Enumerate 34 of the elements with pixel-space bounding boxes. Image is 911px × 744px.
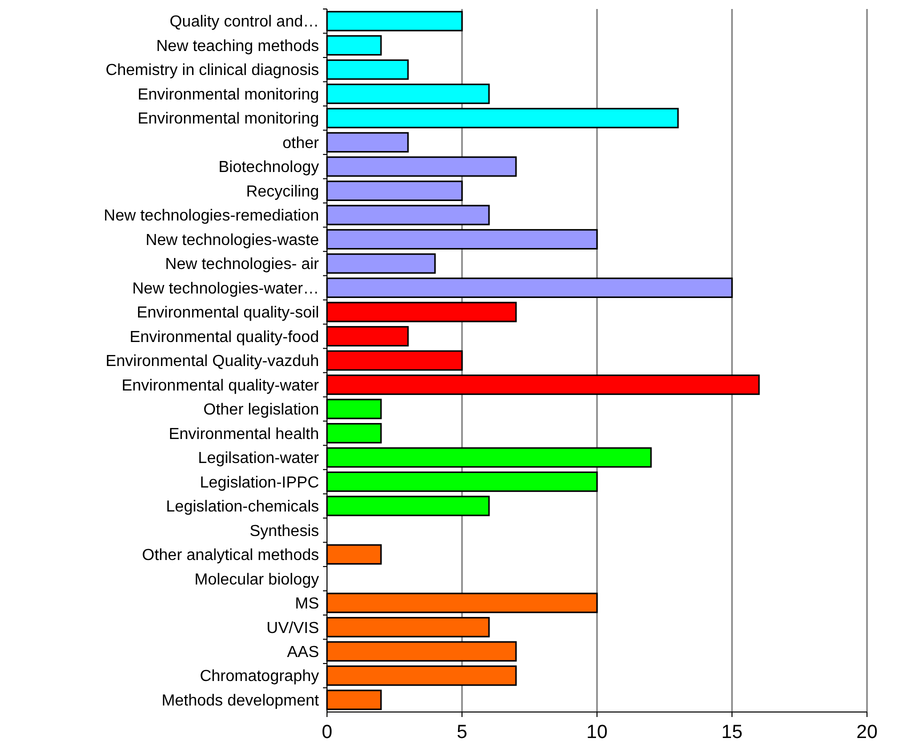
- y-tick-label: Chemistry in clinical diagnosis: [106, 62, 319, 80]
- x-tick-label: 0: [322, 722, 332, 743]
- y-tick-label: other: [282, 134, 320, 152]
- y-tick-label: New technologies-waste: [146, 232, 320, 249]
- x-tick-label: 20: [856, 722, 878, 743]
- y-tick-label: Legilsation-water: [198, 450, 320, 468]
- y-tick-label: Environmental quality-soil: [136, 304, 319, 322]
- y-tick-label: Biotechnology: [218, 159, 319, 176]
- y-tick-label: Environmental monitoring: [138, 86, 319, 104]
- y-tick-label: New teaching methods: [156, 38, 319, 55]
- y-tick-label: AAS: [286, 644, 319, 661]
- y-tick-label: New technologies-remediation: [104, 208, 319, 225]
- y-tick-label: New technologies- air: [165, 256, 320, 274]
- y-tick-label: Environmental health: [168, 426, 319, 443]
- y-tick-label: Environmental monitoring: [138, 110, 319, 128]
- x-tick-label: 10: [586, 722, 608, 743]
- y-tick-label: Quality control and…: [170, 14, 319, 31]
- x-tick-label: 15: [721, 722, 743, 743]
- y-tick-label: Chromatography: [200, 668, 319, 686]
- y-tick-label: Legislation-IPPC: [200, 474, 319, 492]
- y-tick-label: Other analytical methods: [142, 547, 319, 564]
- y-tick-label: Legislation-chemicals: [166, 498, 319, 516]
- y-tick-label: Molecular biology: [194, 571, 319, 588]
- y-tick-label: MS: [295, 596, 319, 613]
- y-tick-label: Environmental Quality-vazduh: [106, 353, 319, 370]
- y-tick-label: Methods development: [162, 692, 320, 710]
- y-tick-label: Other legislation: [203, 402, 319, 419]
- y-tick-label: UV/VIS: [266, 620, 319, 637]
- y-tick-label: Recyciling: [246, 183, 319, 200]
- y-tick-label: Synthesis: [250, 522, 319, 540]
- x-tick-label: 5: [456, 722, 468, 743]
- y-tick-label: New technologies-water…: [132, 280, 319, 298]
- y-tick-label: Environmental quality-water: [122, 377, 320, 394]
- y-tick-label: Environmental quality-food: [130, 328, 319, 346]
